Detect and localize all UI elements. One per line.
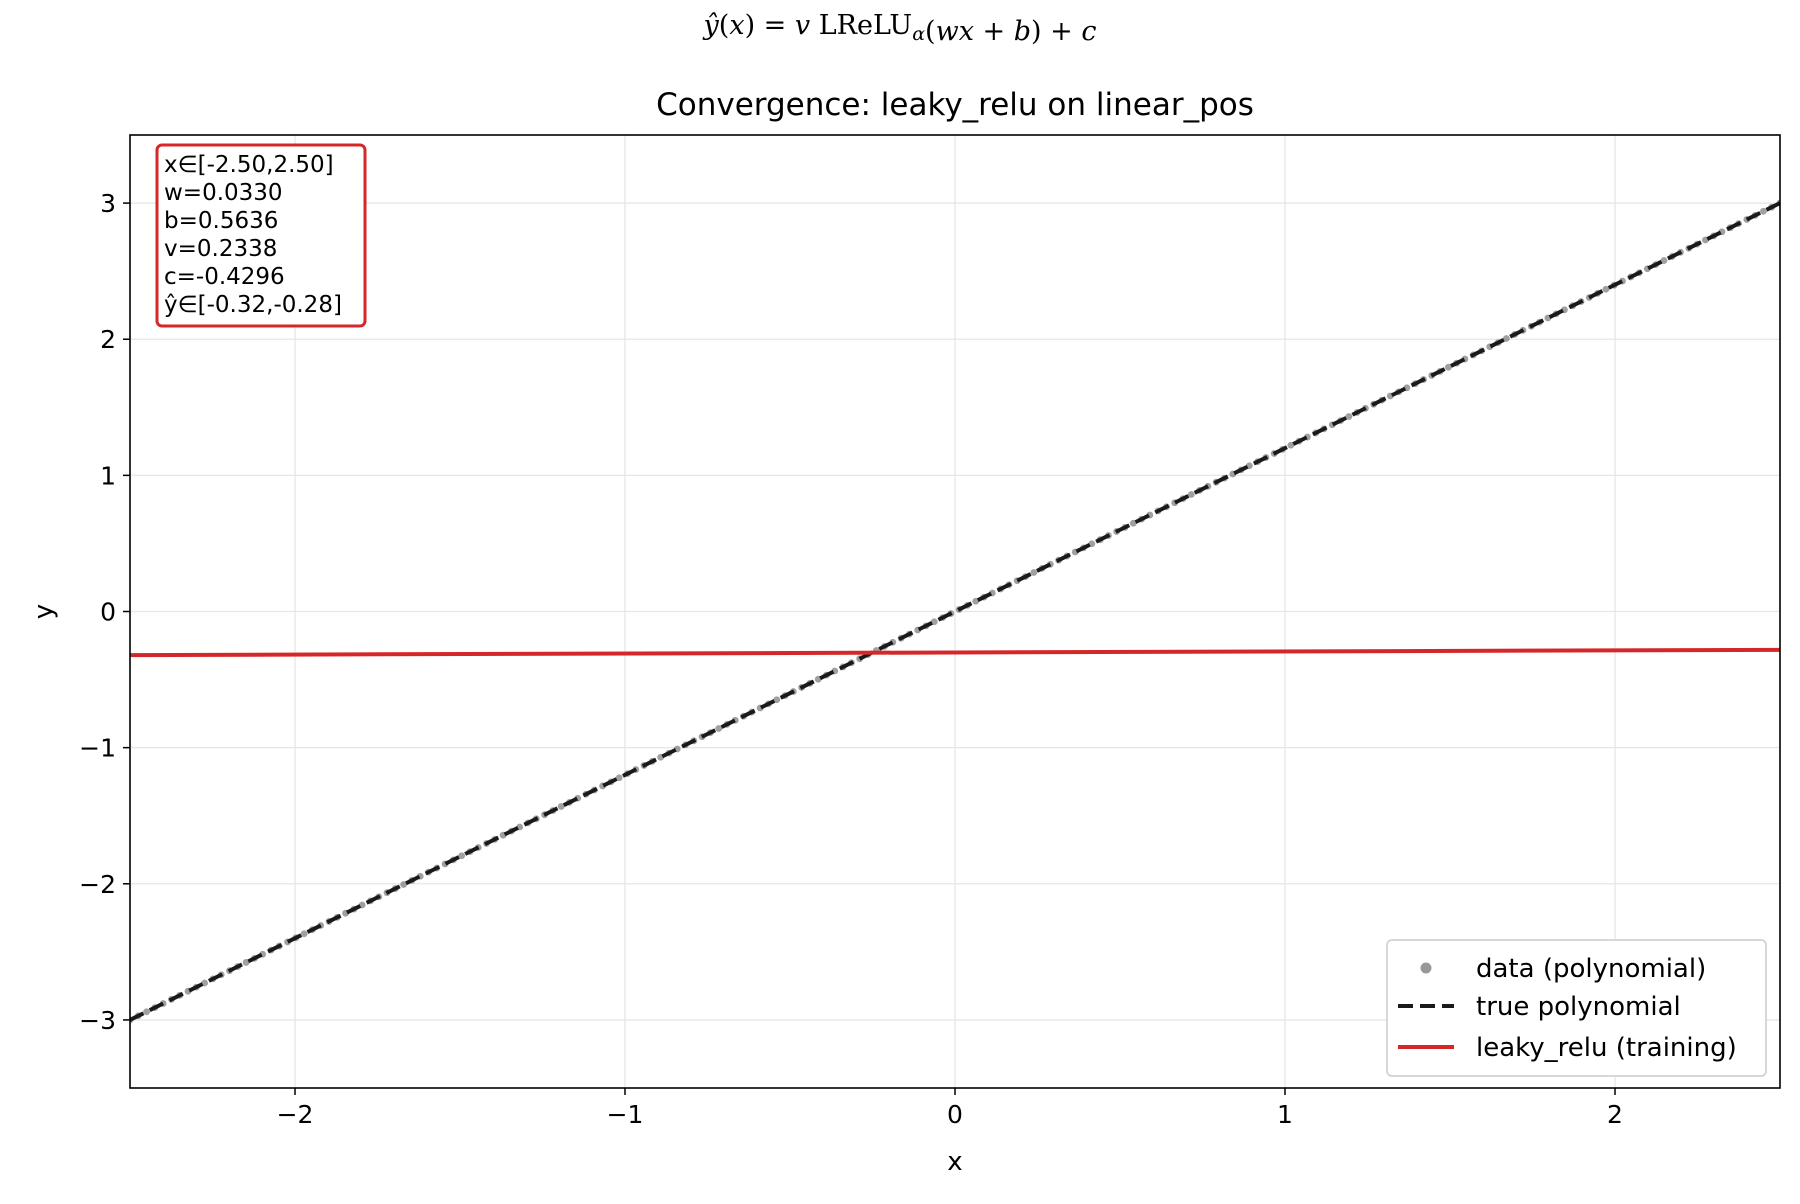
scatter-point (458, 852, 466, 860)
scatter-point (1287, 441, 1295, 449)
annotation-line: w=0.0330 (164, 180, 283, 206)
y-tick-label: 0 (100, 598, 116, 627)
scatter-point (1187, 491, 1195, 498)
legend-label: true polynomial (1476, 992, 1681, 1022)
scatter-point (1129, 519, 1137, 527)
x-tick-label: −1 (607, 1100, 644, 1129)
scatter-point (143, 1008, 150, 1016)
equation-text: ŷ(x) = v LReLUα(wx + b) + c (703, 10, 1097, 47)
legend-label: leaky_relu (training) (1476, 1033, 1737, 1063)
y-axis-label: y (29, 604, 59, 619)
y-tick-label: −1 (79, 734, 116, 763)
chart-title: Convergence: leaky_relu on linear_pos (656, 87, 1254, 123)
x-axis-label: x (947, 1147, 962, 1177)
x-tick-label: −2 (277, 1100, 314, 1129)
y-tick-label: −3 (79, 1006, 116, 1035)
scatter-point (715, 725, 723, 732)
scatter-point (557, 803, 565, 810)
scatter-point (1760, 207, 1767, 215)
x-tick-label: 2 (1607, 1100, 1623, 1129)
annotation-line: v=0.2338 (164, 236, 277, 262)
scatter-point (615, 774, 623, 782)
y-tick-label: 3 (100, 189, 116, 218)
legend-label: data (polynomial) (1476, 954, 1706, 984)
scatter-point (400, 881, 408, 888)
y-tick-label: 1 (100, 461, 116, 490)
scatter-point (300, 930, 308, 938)
scatter-point (1444, 363, 1452, 371)
scatter-point (1602, 285, 1610, 293)
x-tick-label: 1 (1277, 1100, 1293, 1129)
scatter-point (1030, 569, 1038, 576)
x-tick-label: 0 (947, 1100, 963, 1129)
scatter-point (972, 597, 980, 605)
legend: data (polynomial) true polynomial leaky_re… (1386, 939, 1767, 1077)
annotation-line: x∈[-2.50,2.50] (164, 152, 334, 178)
plot-area (130, 199, 1780, 1024)
scatter-point (1660, 257, 1668, 264)
scatter-point (1502, 335, 1510, 342)
legend-frame (1386, 939, 1767, 1077)
annotation-box (155, 143, 367, 328)
scatter-point (1345, 413, 1353, 420)
scatter-point (930, 618, 938, 626)
y-tick-label: −2 (79, 870, 116, 899)
scatter-point (773, 696, 781, 704)
annotation-line: c=-0.4296 (164, 264, 285, 290)
annotation-line: b=0.5636 (164, 208, 278, 234)
y-tick-label: 2 (100, 325, 116, 354)
scatter-point (242, 959, 250, 966)
annotation-line: ŷ∈[-0.32,-0.28] (164, 292, 342, 318)
legend-marker-data (1420, 962, 1432, 974)
leaky-relu-line (130, 647, 1780, 658)
